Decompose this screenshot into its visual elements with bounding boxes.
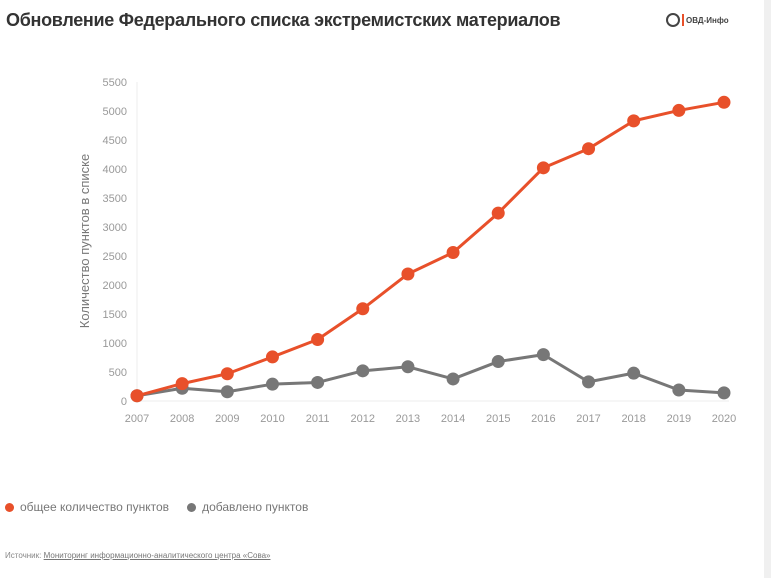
x-tick-label: 2017: [576, 413, 600, 425]
x-tick-label: 2014: [441, 413, 465, 425]
data-point: [536, 348, 550, 362]
data-point: [446, 372, 460, 386]
data-point: [265, 377, 279, 391]
logo-text: ОВД-Инфо: [686, 15, 729, 25]
y-tick-label: 1000: [103, 338, 127, 350]
data-point: [627, 366, 641, 380]
series-line: [136, 353, 725, 398]
x-tick-label: 2020: [712, 413, 736, 425]
x-tick-label: 2010: [260, 413, 284, 425]
data-point: [582, 375, 596, 389]
line-chart: 0 500 1000 1500 2000 2500 3000 3500 4000 4500 5000…: [77, 77, 736, 425]
data-point: [536, 161, 550, 175]
data-point: [446, 246, 460, 260]
logo-bar-icon: [682, 14, 684, 26]
source-link[interactable]: Мониторинг информационно-аналитического …: [43, 551, 271, 560]
data-point: [220, 367, 234, 381]
legend-dot-icon: [187, 502, 197, 512]
data-point: [672, 103, 686, 117]
x-tick-label: 2008: [170, 413, 194, 425]
data-point: [356, 364, 370, 378]
y-tick-label: 1500: [103, 309, 127, 321]
data-point: [582, 142, 596, 156]
chart-title: Обновление Федерального списка экстремис…: [6, 10, 561, 30]
data-point: [265, 350, 279, 364]
legend-label: добавлено пунктов: [202, 500, 309, 514]
data-point: [627, 114, 641, 128]
data-point: [491, 206, 505, 220]
data-point: [175, 377, 189, 391]
data-point: [401, 360, 415, 374]
y-tick-label: 2500: [103, 251, 127, 263]
data-point: [672, 383, 686, 397]
data-point: [220, 385, 234, 399]
y-axis-label: Количество пунктов в списке: [77, 154, 92, 328]
y-tick-label: 500: [109, 367, 127, 379]
x-tick-label: 2013: [396, 413, 420, 425]
source-label: Источник:: [5, 551, 42, 560]
legend-dot-icon: [5, 502, 14, 512]
data-point: [717, 386, 731, 400]
y-tick-label: 2000: [103, 280, 127, 292]
data-point: [311, 375, 325, 389]
series-line: [136, 100, 725, 398]
y-tick-label: 3500: [103, 193, 127, 205]
data-point: [491, 355, 505, 369]
x-tick-label: 2012: [351, 413, 375, 425]
data-point: [311, 333, 325, 347]
legend-label: общее количество пунктов: [20, 500, 170, 514]
data-point: [130, 389, 144, 403]
x-tick-label: 2009: [215, 413, 239, 425]
y-tick-label: 3000: [103, 222, 127, 234]
source-note: Источник: Мониторинг информационно-анали…: [5, 551, 271, 560]
x-tick-label: 2015: [486, 413, 510, 425]
x-tick-label: 2016: [531, 413, 555, 425]
data-point: [401, 267, 415, 281]
legend: общее количество пунктов добавлено пункт…: [5, 500, 308, 514]
ovd-info-logo: ОВД-Инфо: [666, 13, 729, 27]
data-point: [717, 95, 731, 109]
y-tick-label: 5000: [103, 106, 127, 118]
y-tick-label: 0: [121, 396, 127, 408]
x-tick-label: 2019: [667, 413, 691, 425]
logo-circle-icon: [666, 13, 680, 27]
y-tick-label: 4500: [103, 135, 127, 147]
scrollbar[interactable]: [764, 0, 771, 578]
x-tick-label: 2007: [125, 413, 149, 425]
x-tick-label: 2011: [306, 413, 330, 425]
data-point: [356, 302, 370, 316]
legend-item-added[interactable]: добавлено пунктов: [187, 500, 308, 514]
y-tick-label: 5500: [103, 77, 127, 89]
legend-item-total[interactable]: общее количество пунктов: [5, 500, 169, 514]
y-tick-label: 4000: [103, 164, 127, 176]
x-tick-label: 2018: [621, 413, 645, 425]
